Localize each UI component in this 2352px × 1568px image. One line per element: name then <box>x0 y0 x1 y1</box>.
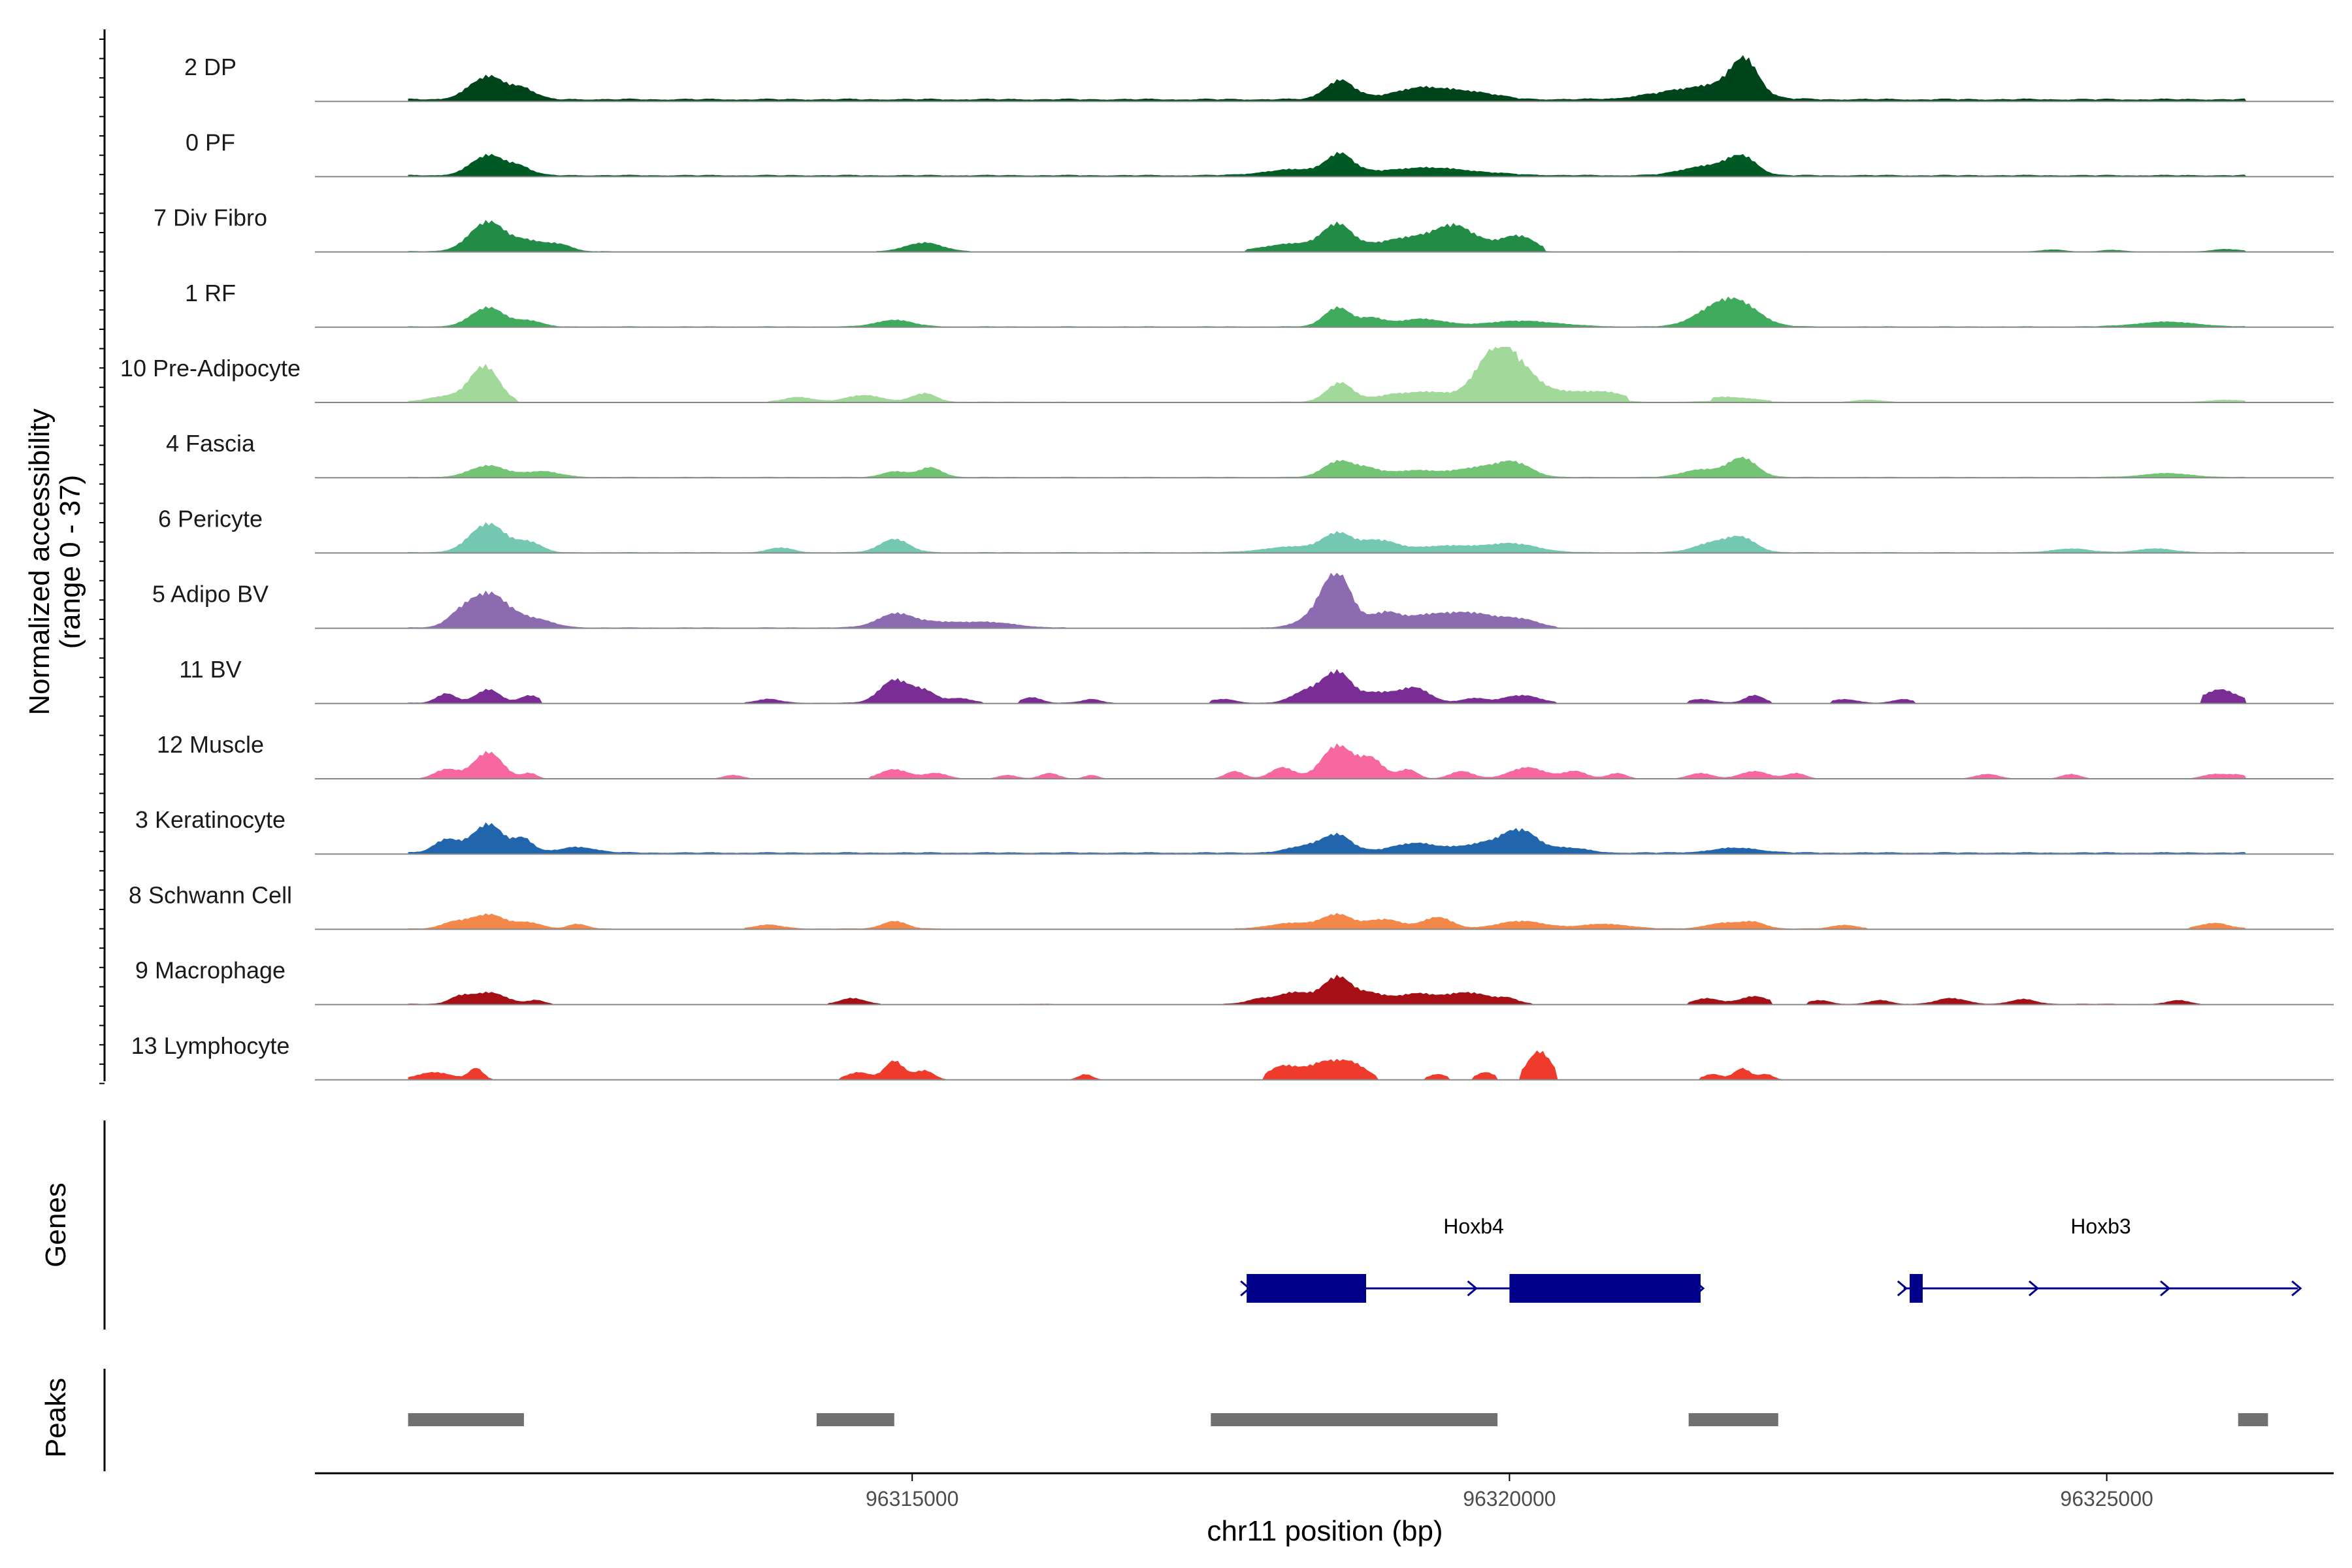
coverage-track: 8 Schwann Cell <box>129 881 2334 930</box>
track-label: 0 PF <box>186 129 235 155</box>
strand-arrow <box>1897 1280 1908 1297</box>
strand-arrow <box>2291 1280 2302 1297</box>
coverage-area <box>408 456 2247 478</box>
y-axis-range: (range 0 - 37) <box>54 475 86 649</box>
peak-interval <box>408 1413 524 1426</box>
coverage-track: 11 BV <box>179 656 2334 704</box>
gene-model: Hoxb3 <box>1897 1215 2302 1303</box>
track-label: 3 Keratinocyte <box>135 806 286 833</box>
genes-label: Genes <box>40 1183 72 1267</box>
coverage-area <box>408 347 2247 402</box>
coverage-area <box>408 296 2247 327</box>
gene-name: Hoxb4 <box>1443 1215 1504 1238</box>
coverage-track: 5 Adipo BV <box>152 572 2334 629</box>
track-label: 11 BV <box>179 656 241 683</box>
gene-exon <box>1909 1274 1923 1303</box>
x-tick-label: 96320000 <box>1463 1487 1556 1511</box>
gene-exon <box>1509 1274 1701 1303</box>
gene-name: Hoxb3 <box>2070 1215 2131 1238</box>
coverage-area <box>408 913 2247 930</box>
coverage-tracks: 2 DP 0 PF 7 Div Fibro 1 RF 10 Pre-Adipocyte 4… <box>120 54 2334 1081</box>
coverage-area <box>408 1050 2247 1080</box>
coverage-track: 13 Lymphocyte <box>131 1032 2334 1081</box>
coverage-track: 12 Muscle <box>157 731 2334 779</box>
peak-interval <box>816 1413 894 1426</box>
coverage-area <box>408 152 2247 177</box>
peak-interval <box>1211 1413 1498 1426</box>
strand-arrow <box>1467 1280 1478 1297</box>
track-label: 13 Lymphocyte <box>131 1032 290 1059</box>
coverage-area <box>408 822 2247 855</box>
coverage-area <box>408 522 2247 553</box>
coverage-area <box>408 743 2247 779</box>
strand-arrow <box>2028 1280 2040 1297</box>
track-label: 1 RF <box>185 280 236 306</box>
coverage-track: 7 Div Fibro <box>154 204 2334 253</box>
axes: 96315000 96320000 96325000 <box>99 29 2334 1511</box>
track-label: 10 Pre-Adipocyte <box>120 355 301 382</box>
track-label: 4 Fascia <box>166 430 255 457</box>
coverage-track: 6 Pericyte <box>158 505 2334 554</box>
gene-exon <box>1247 1274 1366 1303</box>
track-label: 2 DP <box>184 54 237 80</box>
coverage-area <box>408 669 2247 704</box>
coverage-area <box>408 55 2247 102</box>
gene-model: Hoxb4 <box>1240 1215 1705 1303</box>
genes-track: Hoxb4 Hoxb3 <box>1240 1215 2302 1303</box>
track-label: 9 Macrophage <box>135 957 286 984</box>
coverage-track: 9 Macrophage <box>135 957 2334 1005</box>
peaks-track <box>408 1413 2268 1426</box>
coverage-track: 3 Keratinocyte <box>135 806 2334 855</box>
track-label: 12 Muscle <box>157 731 264 758</box>
track-label: 6 Pericyte <box>158 505 263 532</box>
y-axis-title: Normalized accessibility <box>24 408 56 715</box>
coverage-track: 4 Fascia <box>166 430 2334 479</box>
x-axis-title: chr11 position (bp) <box>1207 1515 1443 1547</box>
peak-interval <box>2238 1413 2268 1426</box>
strand-arrow <box>2160 1280 2171 1297</box>
track-label: 5 Adipo BV <box>152 581 269 608</box>
coverage-track: 0 PF <box>186 129 2334 178</box>
x-tick-label: 96325000 <box>2060 1487 2153 1511</box>
track-label: 8 Schwann Cell <box>129 881 292 908</box>
x-tick-label: 96315000 <box>866 1487 958 1511</box>
coverage-track: 1 RF <box>185 280 2334 328</box>
coverage-area <box>408 974 2247 1005</box>
coverage-area <box>408 220 2247 252</box>
peaks-label: Peaks <box>40 1378 72 1458</box>
coverage-track: 10 Pre-Adipocyte <box>120 347 2334 403</box>
coverage-track: 2 DP <box>184 54 2334 103</box>
track-label: 7 Div Fibro <box>154 204 267 231</box>
coverage-area <box>408 572 2247 629</box>
peak-interval <box>1688 1413 1778 1426</box>
